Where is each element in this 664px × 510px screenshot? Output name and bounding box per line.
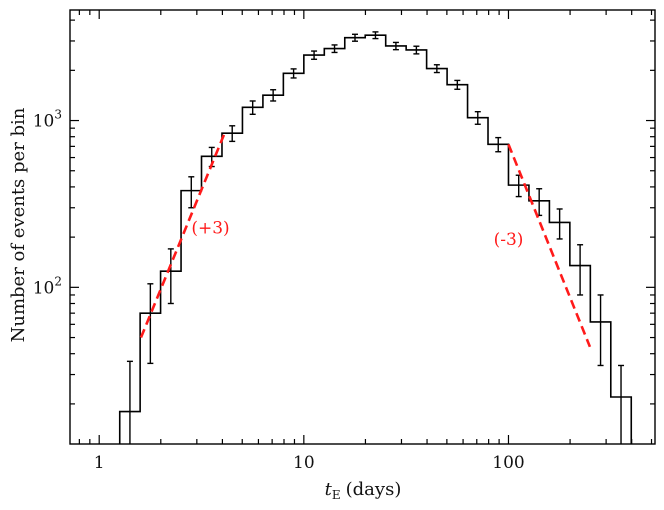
histogram-outline <box>118 34 633 444</box>
y-tick-label: 102 <box>33 274 62 298</box>
slope-fit-line <box>507 143 592 348</box>
y-axis-label: Number of events per bin <box>8 107 29 342</box>
slope-fit-line <box>139 132 226 339</box>
plot-frame <box>69 9 656 445</box>
label-layer: tE (days) Number of events per bin <box>8 107 401 502</box>
x-tick-label: 100 <box>492 453 524 473</box>
slope-annotation: (+3) <box>191 219 229 239</box>
x-tick-label: 10 <box>293 453 315 473</box>
slope-annotation: (-3) <box>494 230 524 250</box>
plot-layer: (+3) (-3) <box>118 31 633 444</box>
y-tick-label: 103 <box>33 108 62 132</box>
tick-layer: 1 10 100 102 103 <box>33 9 656 473</box>
x-tick-label: 1 <box>94 453 105 473</box>
x-axis-label: tE (days) <box>325 479 402 502</box>
